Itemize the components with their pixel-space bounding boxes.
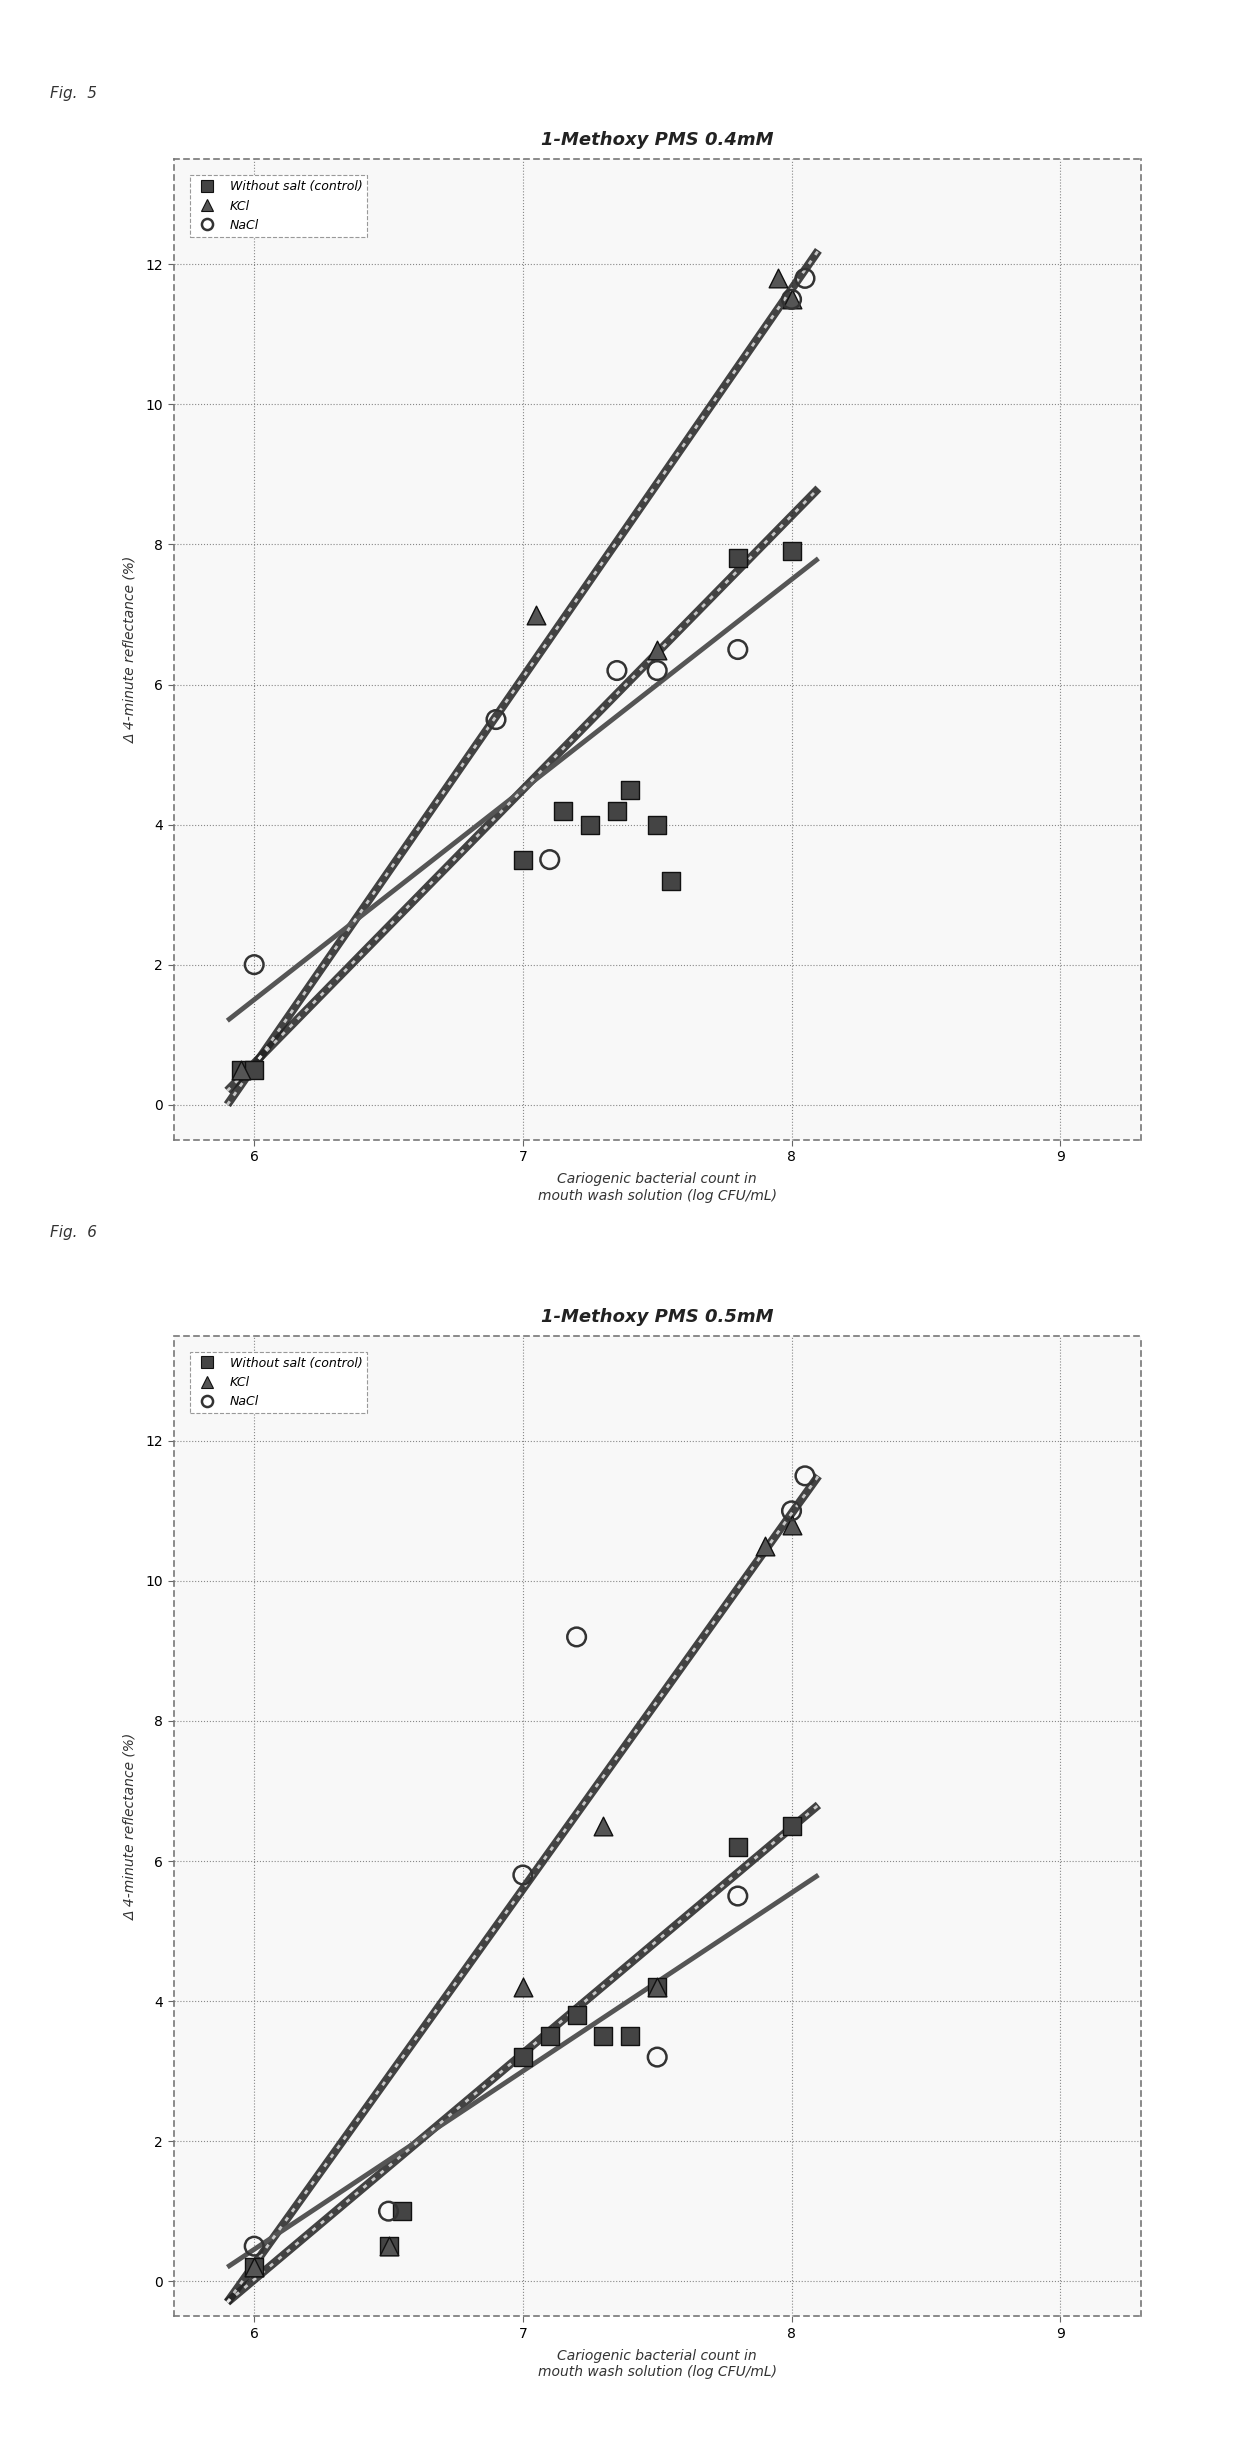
Point <box>606 792 626 831</box>
Point <box>781 1490 801 1529</box>
Point <box>244 1049 264 1088</box>
Point <box>539 841 559 880</box>
Point <box>378 2226 398 2265</box>
Point <box>580 804 600 843</box>
Point <box>513 1855 533 1895</box>
Point <box>513 2037 533 2076</box>
Point <box>781 1806 801 1846</box>
Point <box>647 2037 667 2076</box>
Point <box>647 652 667 691</box>
Point <box>513 1968 533 2007</box>
Point <box>567 1618 587 1657</box>
Point <box>567 1995 587 2034</box>
Point <box>795 260 815 299</box>
Point <box>244 946 264 985</box>
Point <box>620 770 640 809</box>
Point <box>486 701 506 740</box>
Legend: Without salt (control), KCl, NaCl: Without salt (control), KCl, NaCl <box>190 176 367 238</box>
X-axis label: Cariogenic bacterial count in
mouth wash solution (log CFU/mL): Cariogenic bacterial count in mouth wash… <box>538 1172 776 1203</box>
Point <box>661 860 681 900</box>
Point <box>728 630 748 669</box>
Point <box>647 804 667 843</box>
Title: 1-Methoxy PMS 0.5mM: 1-Methoxy PMS 0.5mM <box>541 1309 774 1326</box>
Text: Fig.  5: Fig. 5 <box>50 86 97 100</box>
Point <box>378 2226 398 2265</box>
Point <box>606 652 626 691</box>
Point <box>647 1968 667 2007</box>
Point <box>244 2226 264 2265</box>
Point <box>553 792 573 831</box>
Point <box>244 2248 264 2287</box>
Point <box>728 539 748 578</box>
Point <box>231 1049 250 1088</box>
Point <box>795 1456 815 1495</box>
Point <box>755 1527 775 1566</box>
Point <box>392 2191 412 2230</box>
Y-axis label: Δ 4-minute reflectance (%): Δ 4-minute reflectance (%) <box>123 1733 138 1919</box>
Y-axis label: Δ 4-minute reflectance (%): Δ 4-minute reflectance (%) <box>123 556 138 743</box>
Point <box>781 279 801 319</box>
Point <box>231 1049 250 1088</box>
Point <box>647 1968 667 2007</box>
Point <box>378 2191 398 2230</box>
X-axis label: Cariogenic bacterial count in
mouth wash solution (log CFU/mL): Cariogenic bacterial count in mouth wash… <box>538 2348 776 2380</box>
Point <box>526 596 546 635</box>
Legend: Without salt (control), KCl, NaCl: Without salt (control), KCl, NaCl <box>190 1353 367 1414</box>
Point <box>728 1828 748 1868</box>
Point <box>768 260 789 299</box>
Point <box>781 532 801 571</box>
Point <box>594 2017 614 2056</box>
Point <box>647 630 667 669</box>
Text: Fig.  6: Fig. 6 <box>50 1226 97 1240</box>
Point <box>620 2017 640 2056</box>
Point <box>728 1877 748 1917</box>
Point <box>781 279 801 319</box>
Point <box>781 1505 801 1544</box>
Point <box>244 2248 264 2287</box>
Point <box>513 841 533 880</box>
Point <box>594 1806 614 1846</box>
Point <box>539 2017 559 2056</box>
Title: 1-Methoxy PMS 0.4mM: 1-Methoxy PMS 0.4mM <box>541 132 774 150</box>
